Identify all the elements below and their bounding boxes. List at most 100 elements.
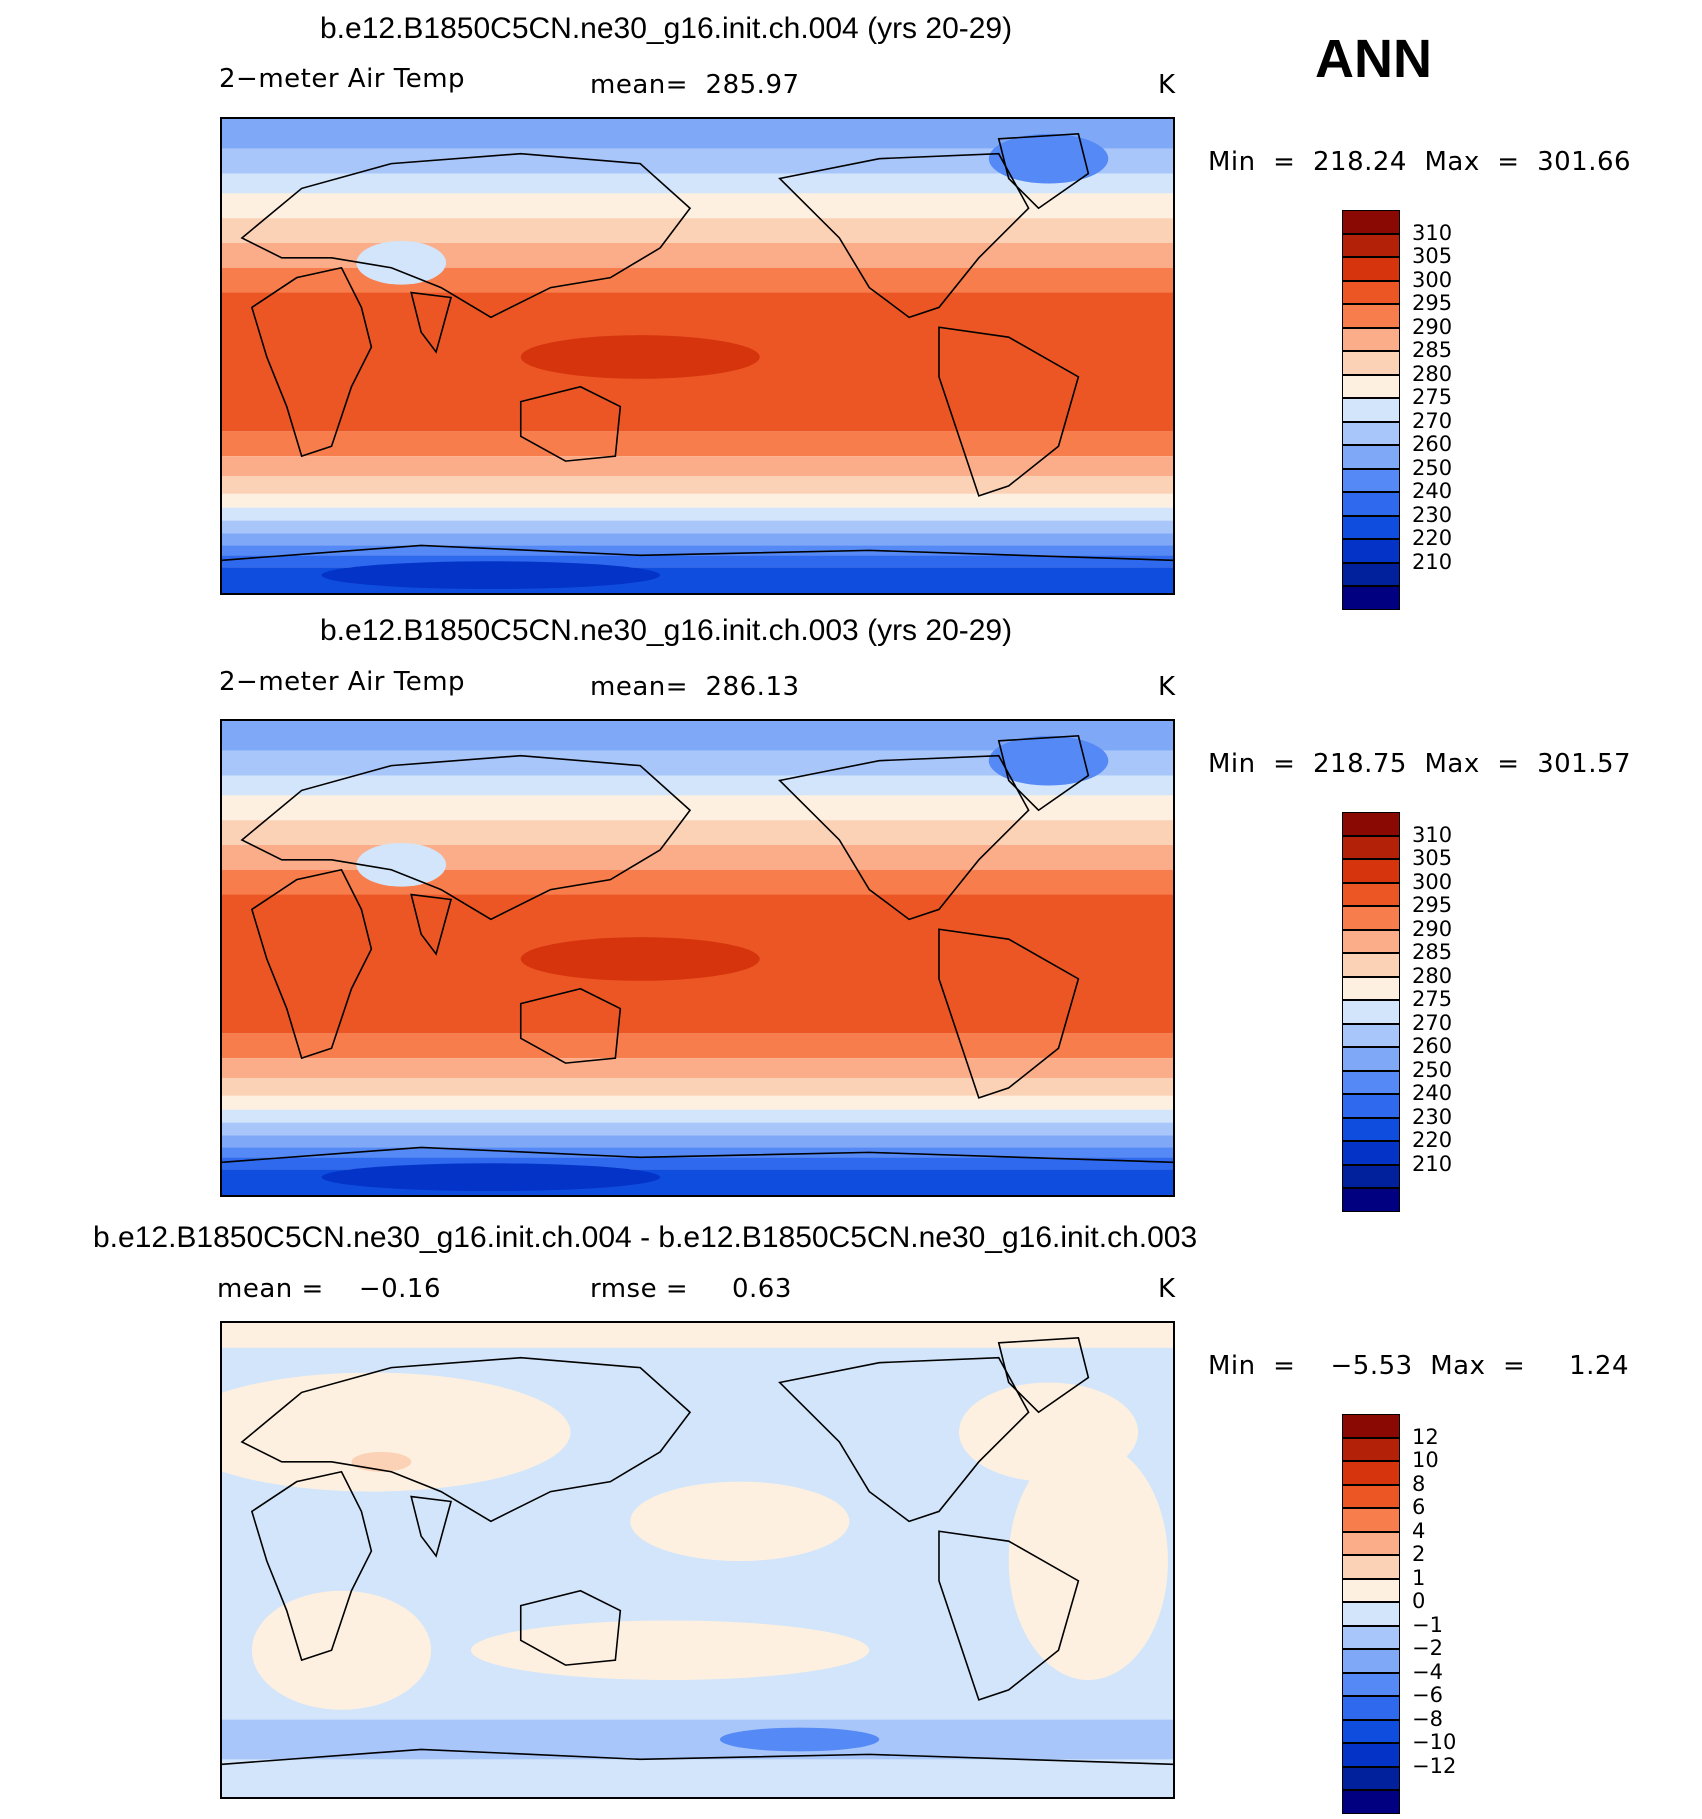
legend-swatch — [1342, 1188, 1400, 1212]
coastline — [410, 893, 453, 956]
legend-swatch — [1342, 233, 1400, 257]
legend-swatch — [1342, 1437, 1400, 1461]
legend-swatch — [1342, 1696, 1400, 1720]
legend-swatch — [1342, 1649, 1400, 1673]
legend-tick-label: 240 — [1412, 1081, 1453, 1105]
legend-swatch — [1342, 1625, 1400, 1649]
map-plot — [222, 119, 1173, 593]
coastline — [410, 291, 453, 354]
coastline — [250, 1470, 373, 1662]
coastline — [778, 1356, 1030, 1523]
legend-tick-label: 280 — [1412, 963, 1453, 988]
legend-swatch — [1342, 1047, 1400, 1071]
legend-tick-label: −6 — [1412, 1683, 1443, 1707]
legend-tick-label: 280 — [1412, 361, 1453, 386]
legend-tick-label: 12 — [1412, 1424, 1439, 1449]
legend-swatch — [1342, 953, 1400, 977]
coastline — [222, 1146, 1173, 1164]
unit-label: K — [1158, 672, 1176, 702]
legend-swatch — [1342, 586, 1400, 610]
legend-tick-label: 270 — [1412, 1010, 1453, 1035]
legend-swatch — [1342, 445, 1400, 469]
legend-swatch — [1342, 492, 1400, 516]
legend-swatch — [1342, 257, 1400, 281]
coastline — [938, 326, 1080, 497]
legend-tick-label: 2 — [1412, 1542, 1426, 1566]
legend-tick-label: 290 — [1412, 916, 1453, 941]
legend-swatch — [1342, 1094, 1400, 1118]
coastline — [240, 152, 692, 319]
coastline — [222, 1748, 1173, 1766]
legend-tick-label: −12 — [1412, 1753, 1457, 1778]
mean-label: mean = −0.16 — [217, 1274, 442, 1304]
difference-map — [220, 1321, 1175, 1799]
legend-tick-label: 230 — [1412, 502, 1453, 527]
legend-tick-label: −1 — [1412, 1612, 1443, 1637]
coastline — [240, 754, 692, 921]
rmse-label: rmse = 0.63 — [590, 1274, 792, 1304]
season-label: ANN — [1315, 29, 1432, 89]
legend-swatch — [1342, 351, 1400, 375]
variable-label: 2−meter Air Temp — [219, 64, 466, 94]
panel-title: b.e12.B1850C5CN.ne30_g16.init.ch.003 (yr… — [320, 614, 1013, 647]
legend-tick-label: 305 — [1412, 846, 1453, 870]
legend-swatch — [1342, 1578, 1400, 1602]
legend-swatch — [1342, 812, 1400, 836]
legend-swatch — [1342, 539, 1400, 563]
legend-tick-label: 300 — [1412, 267, 1453, 292]
legend-tick-label: 210 — [1412, 1151, 1453, 1176]
legend-tick-label: 290 — [1412, 314, 1453, 339]
legend-swatch — [1342, 1555, 1400, 1579]
legend-swatch — [1342, 468, 1400, 492]
map-plot — [222, 721, 1173, 1195]
legend-swatch — [1342, 304, 1400, 328]
legend-swatch — [1342, 374, 1400, 398]
mean-label: mean= 285.97 — [590, 70, 800, 100]
legend-tick-label: 8 — [1412, 1471, 1426, 1496]
legend-swatch — [1342, 976, 1400, 1000]
legend-swatch — [1342, 929, 1400, 953]
legend-tick-label: 300 — [1412, 869, 1453, 894]
legend-tick-label: 260 — [1412, 432, 1453, 456]
legend-tick-label: 295 — [1412, 291, 1453, 315]
variable-label: 2−meter Air Temp — [219, 667, 466, 697]
legend-tick-label: 1 — [1412, 1565, 1426, 1590]
legend-swatch — [1342, 1790, 1400, 1814]
legend-tick-label: 220 — [1412, 1128, 1453, 1152]
legend-swatch — [1342, 210, 1400, 234]
legend-tick-label: 285 — [1412, 940, 1453, 964]
legend-tick-label: 230 — [1412, 1104, 1453, 1129]
legend-swatch — [1342, 562, 1400, 586]
legend-swatch — [1342, 1000, 1400, 1024]
legend-swatch — [1342, 906, 1400, 930]
panel-title: b.e12.B1850C5CN.ne30_g16.init.ch.004 - b… — [93, 1221, 1198, 1254]
legend-swatch — [1342, 1461, 1400, 1485]
legend-swatch — [1342, 327, 1400, 351]
legend-tick-label: 260 — [1412, 1034, 1453, 1058]
legend-swatch — [1342, 1719, 1400, 1743]
coastline — [997, 735, 1090, 812]
unit-label: K — [1158, 1274, 1176, 1304]
legend-swatch — [1342, 1117, 1400, 1141]
coastline — [997, 133, 1090, 210]
coastline — [997, 1337, 1090, 1414]
panel-title: b.e12.B1850C5CN.ne30_g16.init.ch.004 (yr… — [320, 12, 1013, 45]
legend-swatch — [1342, 1164, 1400, 1188]
legend-swatch — [1342, 398, 1400, 422]
legend-tick-label: 295 — [1412, 893, 1453, 917]
legend-tick-label: 0 — [1412, 1589, 1426, 1613]
legend-swatch — [1342, 280, 1400, 304]
legend-tick-label: 270 — [1412, 408, 1453, 433]
legend-swatch — [1342, 1531, 1400, 1555]
coastline — [938, 1530, 1080, 1701]
legend-tick-label: 4 — [1412, 1518, 1426, 1543]
coastline — [519, 1589, 622, 1666]
legend-swatch — [1342, 515, 1400, 539]
unit-label: K — [1158, 70, 1176, 100]
coastline — [778, 152, 1030, 319]
legend-swatch — [1342, 1743, 1400, 1767]
legend-tick-label: 210 — [1412, 549, 1453, 574]
coastline — [938, 928, 1080, 1099]
legend-swatch — [1342, 882, 1400, 906]
coastline — [519, 385, 622, 462]
